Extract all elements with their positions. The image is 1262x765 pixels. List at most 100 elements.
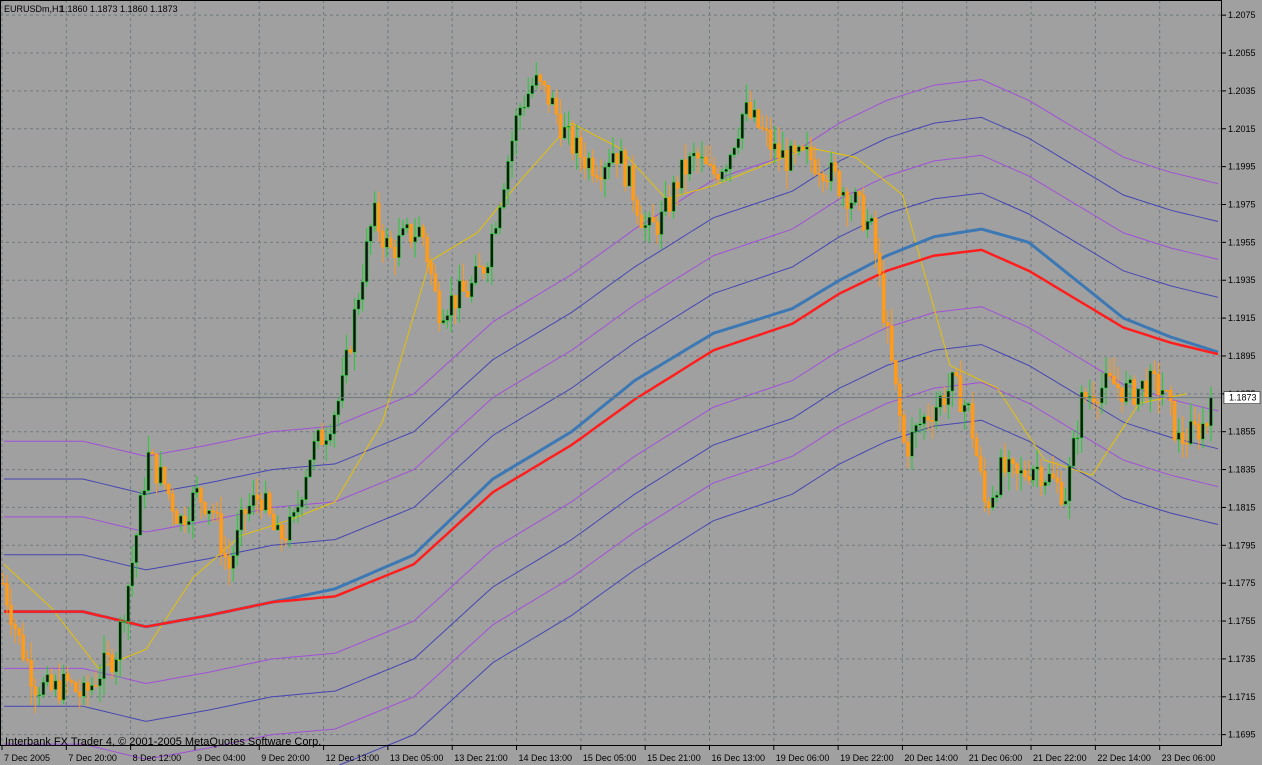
candle-body	[554, 97, 559, 115]
candle-body	[522, 106, 526, 109]
candle-body	[37, 694, 42, 697]
candle-body	[473, 265, 478, 284]
time-tick-label: 19 Dec 06:00	[776, 753, 830, 763]
candle-body	[57, 680, 62, 701]
candle-body	[1120, 387, 1124, 403]
time-tick-label: 9 Dec 04:00	[197, 753, 246, 763]
candle-body	[982, 470, 987, 502]
candle-body	[1160, 390, 1165, 395]
candle-body	[586, 157, 591, 169]
candle-body	[1184, 443, 1189, 445]
candle-body	[865, 221, 870, 231]
candle-body	[417, 226, 421, 238]
chart-header-ohlc: 1.1860 1.1873 1.1860 1.1873	[60, 4, 178, 14]
candle-body	[950, 371, 955, 392]
price-tick-label: 1.1915	[1228, 313, 1256, 323]
candle-body	[861, 194, 866, 231]
candle-body	[429, 261, 434, 275]
time-tick-label: 20 Dec 14:00	[904, 753, 958, 763]
candle-body	[235, 529, 240, 556]
candle-body	[926, 416, 930, 421]
candle-body	[445, 315, 450, 321]
time-tick-label: 21 Dec 06:00	[969, 753, 1023, 763]
candle-body	[546, 84, 551, 105]
candle-body	[889, 325, 894, 361]
candle-body	[279, 524, 284, 540]
candle-body	[380, 231, 385, 248]
candle-body	[938, 395, 943, 408]
candle-body	[1003, 456, 1007, 473]
candle-body	[360, 281, 365, 300]
candle-body	[401, 227, 405, 236]
candle-body	[1128, 379, 1132, 384]
candle-body	[1124, 382, 1128, 403]
price-tick-label: 1.1795	[1228, 540, 1256, 550]
candle-body	[829, 162, 834, 182]
price-tick-label: 1.1855	[1228, 427, 1256, 437]
candle-body	[627, 165, 632, 187]
candle-body	[530, 85, 535, 95]
candle-body	[1193, 421, 1197, 425]
candle-body	[25, 658, 30, 661]
candle-body	[813, 159, 817, 174]
candle-body	[611, 152, 615, 163]
chart-header-symbol: EURUSDm,H1	[4, 4, 64, 14]
candle-body	[498, 207, 502, 229]
time-tick-label: 7 Dec 2005	[4, 753, 50, 763]
ma-fast-line	[3, 122, 1187, 669]
candle-body	[98, 678, 102, 687]
candle-body	[542, 81, 547, 86]
candle-body	[453, 295, 458, 309]
candle-body	[41, 681, 46, 696]
candle-body	[732, 147, 737, 156]
price-axis: 1.2075 1.2055 1.2035 1.2015 1.1995 1.1975 1.19…	[1222, 10, 1256, 740]
candle-body	[53, 680, 58, 690]
time-tick-label: 23 Dec 06:00	[1162, 753, 1216, 763]
candle-body	[1027, 476, 1031, 481]
price-tick-label: 1.1935	[1228, 275, 1256, 285]
candle-body	[942, 395, 947, 406]
candle-body	[974, 437, 979, 457]
candle-body	[538, 74, 543, 82]
candle-body	[910, 431, 914, 457]
candle-body	[502, 189, 506, 208]
candle-body	[142, 490, 147, 496]
candle-body	[33, 686, 38, 696]
current-price-marker: 1.1873	[1223, 391, 1261, 404]
candle-body	[898, 383, 902, 416]
time-tick-label: 13 Dec 21:00	[454, 753, 508, 763]
candle-body	[275, 524, 280, 531]
candle-body	[1063, 500, 1068, 505]
candle-body	[720, 171, 724, 180]
candle-body	[748, 102, 753, 118]
candle-body	[1007, 458, 1011, 473]
candle-body	[793, 145, 797, 152]
candle-body	[223, 552, 227, 558]
candle-body	[296, 506, 300, 513]
candle-body	[1104, 372, 1108, 389]
candle-body	[146, 451, 151, 491]
candle-body	[506, 161, 510, 190]
candle-body	[336, 400, 341, 416]
candle-body	[17, 628, 21, 636]
candle-body	[687, 155, 692, 175]
candle-body	[615, 152, 619, 164]
candle-body	[187, 521, 191, 526]
candle-body	[679, 159, 684, 189]
candle-body	[534, 74, 539, 86]
candle-body	[481, 266, 486, 274]
candle-body	[1172, 400, 1177, 440]
candle-body	[316, 429, 320, 442]
candle-body	[114, 659, 118, 673]
candle-body	[566, 126, 571, 128]
candle-body	[1, 582, 5, 585]
candle-body	[902, 415, 906, 443]
candle-body	[102, 652, 106, 680]
candle-body	[966, 403, 971, 406]
candle-body	[1031, 468, 1035, 481]
candle-body	[393, 246, 397, 258]
candle-body	[1071, 437, 1076, 467]
candle-body	[603, 166, 607, 180]
candle-body	[154, 453, 159, 484]
